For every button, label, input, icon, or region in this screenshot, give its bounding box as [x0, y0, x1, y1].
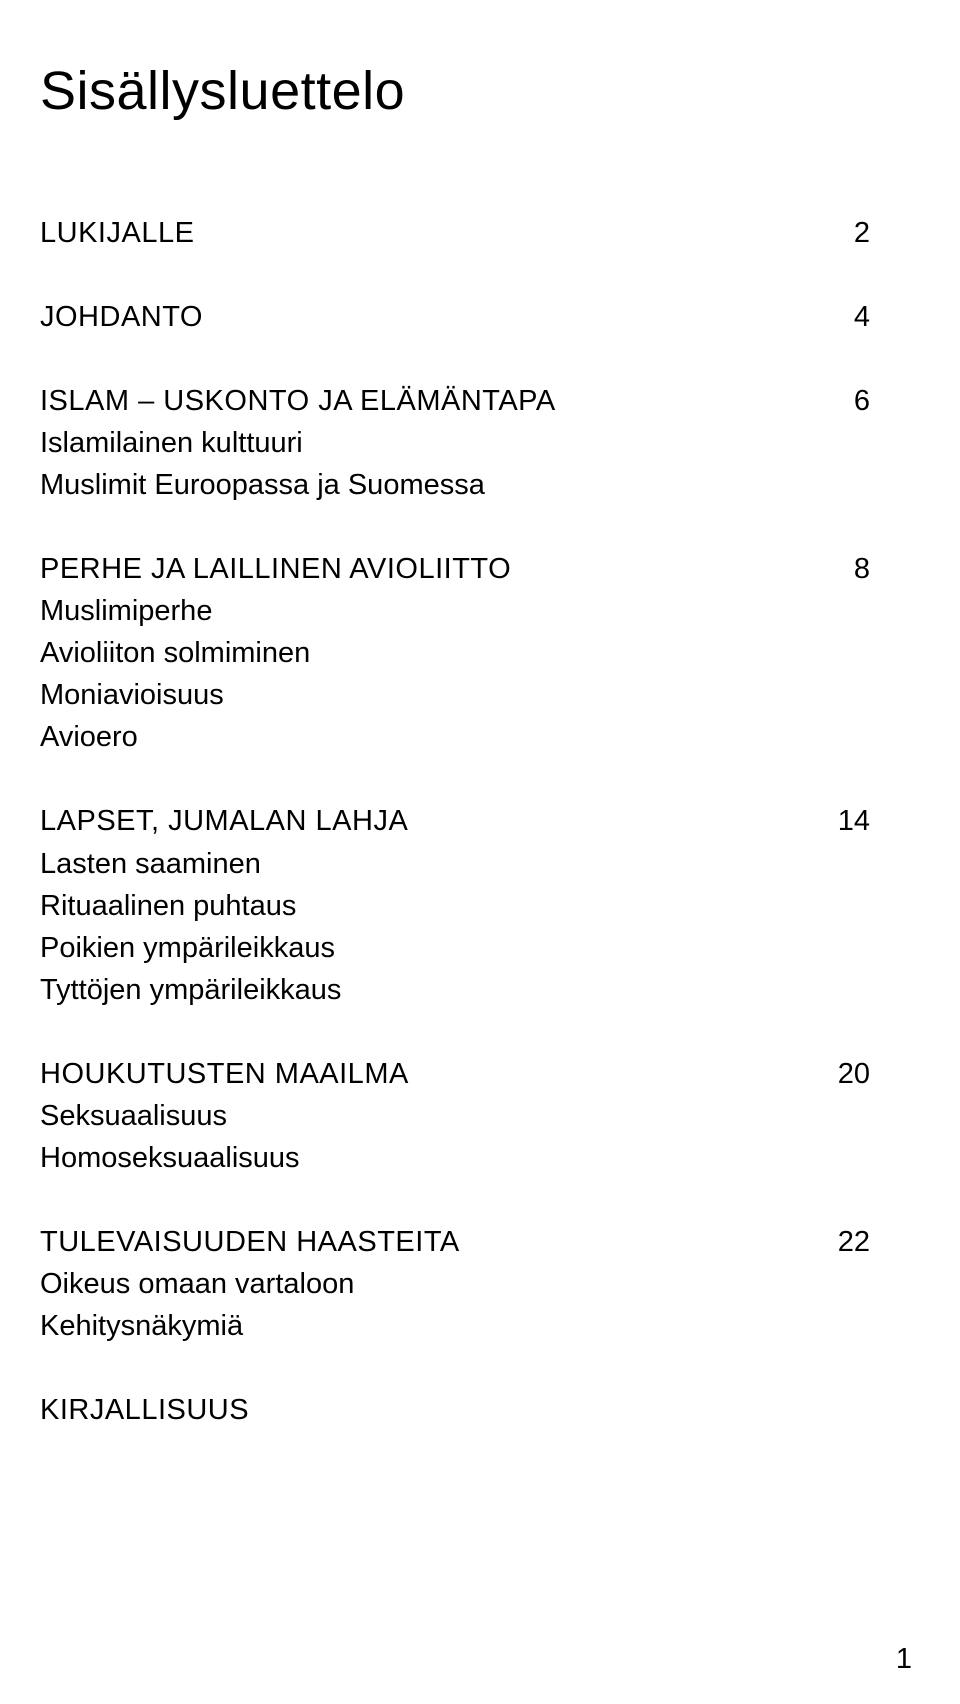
toc-subentry: Lasten saaminen [40, 843, 870, 885]
toc-subentry: Seksuaalisuus [40, 1095, 870, 1137]
toc-subentry-label: Islamilainen kulttuuri [40, 422, 870, 464]
toc-subentry: Poikien ympärileikkaus [40, 927, 870, 969]
toc-section: LUKIJALLE 2 [40, 212, 870, 254]
toc-subentry-label: Muslimiperhe [40, 590, 870, 632]
toc-subentry: Muslimiperhe [40, 590, 870, 632]
toc-subentry: Avioliiton solmiminen [40, 632, 870, 674]
toc-heading: LAPSET, JUMALAN LAHJA [40, 800, 810, 842]
toc-page-number: 6 [810, 380, 870, 422]
toc-section: ISLAM – USKONTO JA ELÄMÄNTAPA 6 Islamila… [40, 380, 870, 506]
toc-heading: KIRJALLISUUS [40, 1389, 810, 1431]
toc-section: KIRJALLISUUS [40, 1389, 870, 1431]
toc-heading: JOHDANTO [40, 296, 810, 338]
toc-heading-row: TULEVAISUUDEN HAASTEITA 22 [40, 1221, 870, 1263]
toc-section: LAPSET, JUMALAN LAHJA 14 Lasten saaminen… [40, 800, 870, 1010]
toc-section: HOUKUTUSTEN MAAILMA 20 Seksuaalisuus Hom… [40, 1053, 870, 1179]
toc-section: TULEVAISUUDEN HAASTEITA 22 Oikeus omaan … [40, 1221, 870, 1347]
toc-subentry: Kehitysnäkymiä [40, 1305, 870, 1347]
toc-heading: ISLAM – USKONTO JA ELÄMÄNTAPA [40, 380, 810, 422]
toc-page-number: 8 [810, 548, 870, 590]
toc-heading: TULEVAISUUDEN HAASTEITA [40, 1221, 810, 1263]
toc-page-number: 20 [810, 1053, 870, 1095]
toc-subentry-label: Oikeus omaan vartaloon [40, 1263, 870, 1305]
toc-subentry: Moniavioisuus [40, 674, 870, 716]
toc-subentry-label: Tyttöjen ympärileikkaus [40, 969, 870, 1011]
toc-subentry-label: Seksuaalisuus [40, 1095, 870, 1137]
toc-title: Sisällysluettelo [40, 60, 870, 122]
toc-subentry: Avioero [40, 716, 870, 758]
toc-page-number: 2 [810, 212, 870, 254]
toc-subentry-label: Homoseksuaalisuus [40, 1137, 870, 1179]
toc-subentry: Homoseksuaalisuus [40, 1137, 870, 1179]
toc-page-number: 22 [810, 1221, 870, 1263]
toc-heading: LUKIJALLE [40, 212, 810, 254]
toc-subentry-label: Muslimit Euroopassa ja Suomessa [40, 464, 870, 506]
toc-heading: PERHE JA LAILLINEN AVIOLIITTO [40, 548, 810, 590]
toc-subentry: Rituaalinen puhtaus [40, 885, 870, 927]
toc-subentry-label: Poikien ympärileikkaus [40, 927, 870, 969]
toc-heading-row: ISLAM – USKONTO JA ELÄMÄNTAPA 6 [40, 380, 870, 422]
toc-subentry: Muslimit Euroopassa ja Suomessa [40, 464, 870, 506]
toc-section: PERHE JA LAILLINEN AVIOLIITTO 8 Muslimip… [40, 548, 870, 758]
toc-heading-row: JOHDANTO 4 [40, 296, 870, 338]
page-number: 1 [896, 1643, 912, 1676]
toc-page-number: 4 [810, 296, 870, 338]
document-page: Sisällysluettelo LUKIJALLE 2 JOHDANTO 4 … [0, 0, 960, 1704]
toc-heading-row: PERHE JA LAILLINEN AVIOLIITTO 8 [40, 548, 870, 590]
toc-heading: HOUKUTUSTEN MAAILMA [40, 1053, 810, 1095]
toc-subentry: Tyttöjen ympärileikkaus [40, 969, 870, 1011]
toc-page-number: 14 [810, 800, 870, 842]
toc-section: JOHDANTO 4 [40, 296, 870, 338]
toc-heading-row: LUKIJALLE 2 [40, 212, 870, 254]
toc-subentry-label: Lasten saaminen [40, 843, 870, 885]
toc-heading-row: HOUKUTUSTEN MAAILMA 20 [40, 1053, 870, 1095]
toc-subentry: Oikeus omaan vartaloon [40, 1263, 870, 1305]
toc-subentry-label: Avioliiton solmiminen [40, 632, 870, 674]
toc-subentry-label: Moniavioisuus [40, 674, 870, 716]
toc-subentry-label: Avioero [40, 716, 870, 758]
toc-heading-row: KIRJALLISUUS [40, 1389, 870, 1431]
toc-subentry: Islamilainen kulttuuri [40, 422, 870, 464]
toc-subentry-label: Rituaalinen puhtaus [40, 885, 870, 927]
toc-heading-row: LAPSET, JUMALAN LAHJA 14 [40, 800, 870, 842]
toc-subentry-label: Kehitysnäkymiä [40, 1305, 870, 1347]
